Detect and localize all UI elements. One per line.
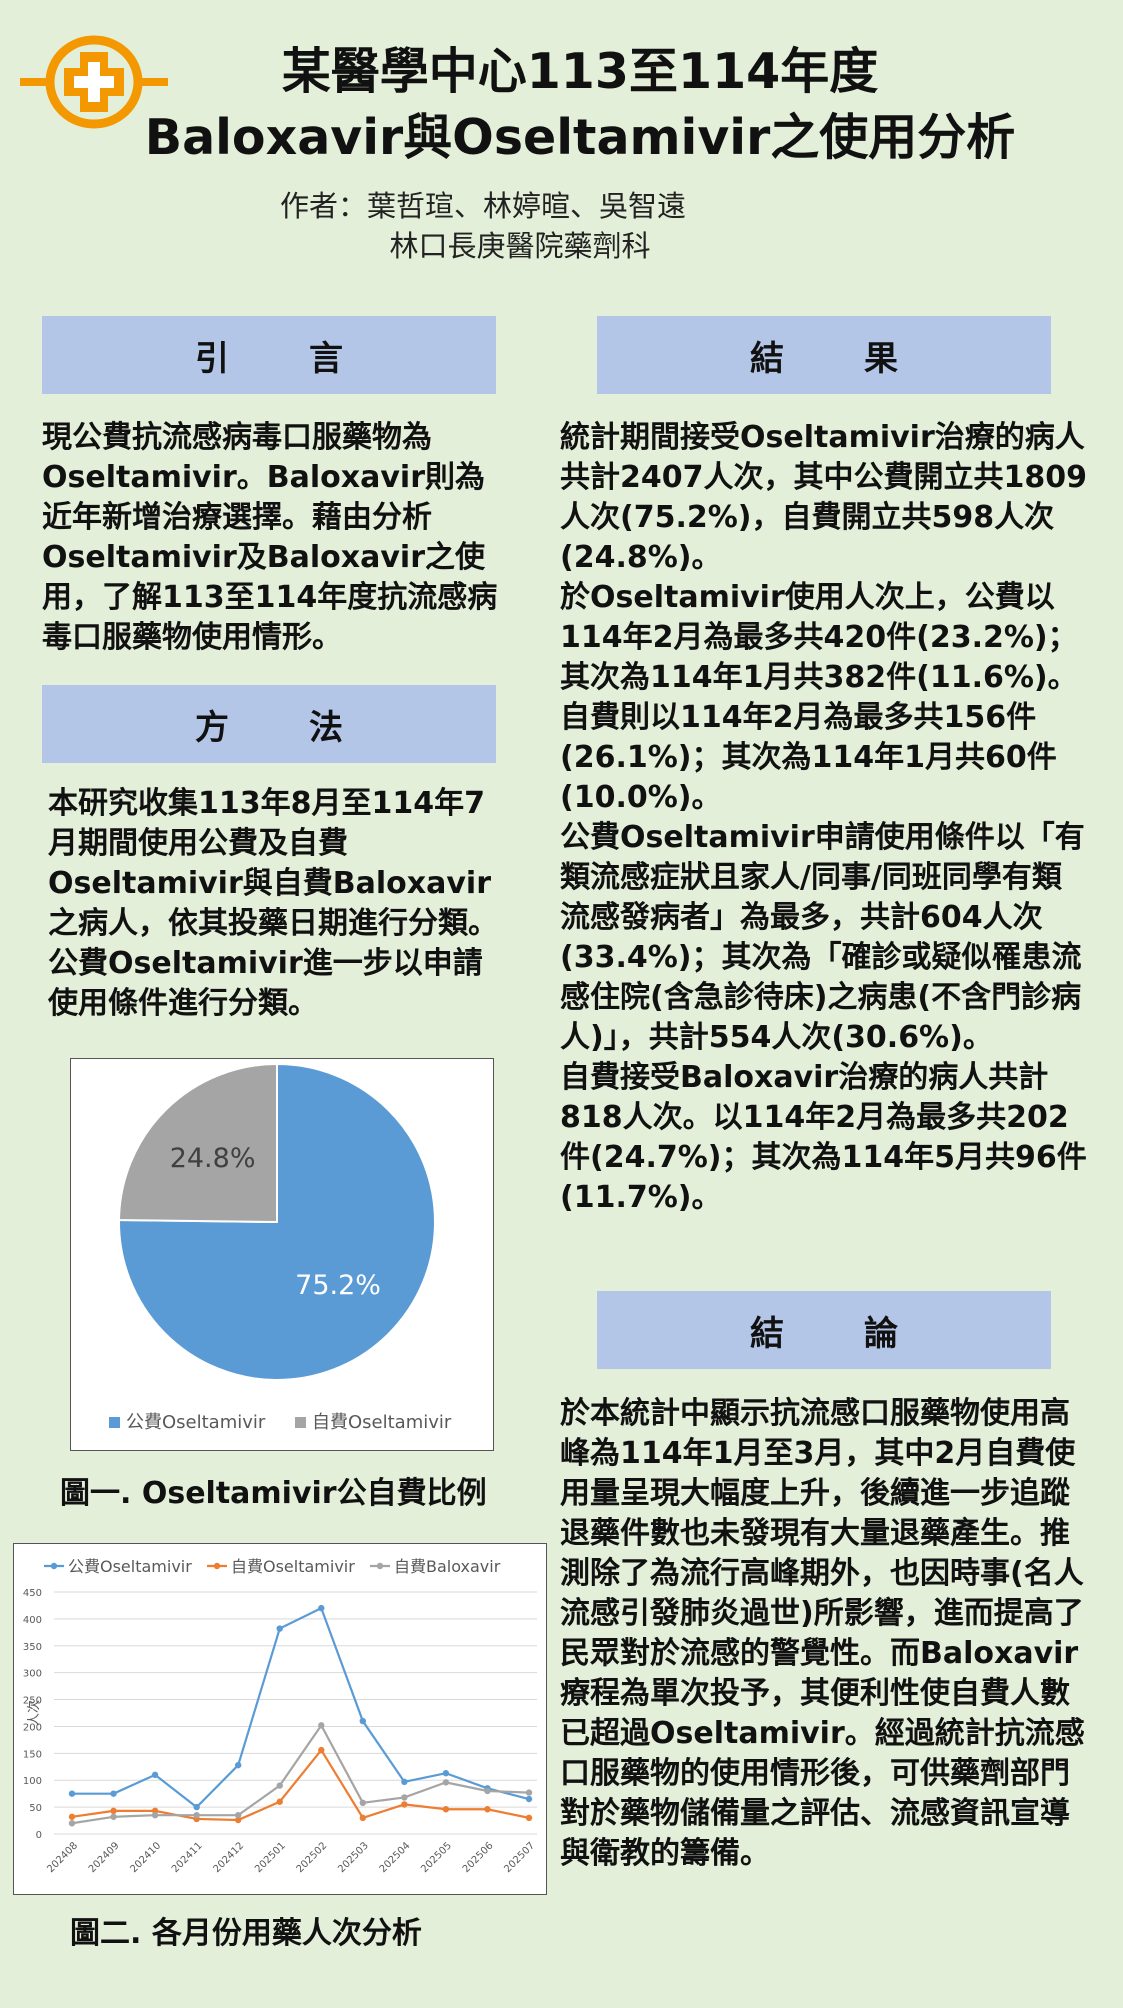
data-point [68,1790,76,1797]
figure2-caption: 圖二. 各月份用藥人次分析 [70,1916,422,1951]
x-tick-label: 202410 [128,1840,163,1875]
x-tick-label: 202412 [212,1840,247,1875]
intro-heading: 引言 [42,316,496,394]
data-point [151,1771,159,1779]
data-point [318,1746,325,1754]
x-tick-label: 202501 [253,1840,288,1875]
methods-text: 本研究收集113年8月至114年7月期間使用公費及自費Oseltamivir與自… [48,786,498,1021]
data-point [359,1717,367,1725]
data-point [276,1798,283,1805]
y-tick-label: 300 [23,1669,42,1680]
data-point [276,1625,283,1632]
legend-swatch [109,1417,120,1428]
x-tick-label: 202503 [336,1840,371,1875]
x-tick-label: 202507 [502,1840,537,1875]
series-line [71,1723,530,1825]
poster-title-line1: 某醫學中心113至114年度 [281,43,879,100]
series-line [71,1748,530,1822]
y-tick-label: 200 [23,1722,42,1733]
data-point [442,1770,450,1777]
data-point [318,1722,325,1729]
results-paragraph: 公費Oseltamivir申請使用條件以「有類流感症狀且家人/同事/同班同學有類… [560,820,1085,1055]
x-tick-label: 202409 [87,1840,122,1875]
pie-data-label: 75.2% [295,1270,381,1301]
legend-swatch [295,1417,306,1428]
data-point [276,1782,283,1789]
pie-chart-panel: 75.2% 24.8% 公費Oseltamivir 自費Oseltamivir [70,1058,494,1451]
y-tick-label: 0 [36,1830,42,1841]
y-axis-label: 人次 [26,1700,42,1726]
results-paragraph: 統計期間接受Oseltamivir治療的病人共計2407人次，其中公費開立共18… [560,420,1087,575]
y-tick-label: 250 [23,1696,42,1707]
legend-label: 自費Oseltamivir [312,1412,452,1433]
legend-marker [50,1562,58,1570]
hospital-cross-logo [20,35,168,129]
results-heading: 結果 [597,316,1051,394]
pie-data-label: 24.8% [170,1143,256,1174]
y-tick-label: 150 [23,1749,42,1760]
x-tick-label: 202408 [45,1840,80,1875]
y-tick-label: 100 [23,1776,42,1787]
data-point [68,1820,76,1827]
data-point [110,1813,117,1820]
legend-label: 自費Oseltamivir [231,1557,355,1576]
line-chart: 0 50 100 150 200 250 300 350 400 450 人次 202408 20240… [23,1557,537,1875]
data-point [234,1816,242,1824]
intro-text: 現公費抗流感病毒口服藥物為Oseltamivir。Baloxavir則為近年新增… [42,420,498,655]
y-tick-label: 50 [29,1803,42,1814]
data-point [525,1795,533,1803]
legend-label: 公費Oseltamivir [68,1557,192,1576]
data-point [525,1789,533,1796]
data-point [151,1811,159,1819]
data-point [110,1807,117,1815]
line-chart-panel: 0 50 100 150 200 250 300 350 400 450 人次 202408 20240… [13,1543,547,1895]
x-tick-label: 202506 [461,1840,496,1875]
data-point [525,1814,533,1822]
data-point [234,1761,242,1769]
data-point [359,1814,367,1822]
data-point [110,1790,117,1797]
legend-label: 自費Baloxavir [394,1557,501,1576]
legend-label: 公費Oseltamivir [126,1412,266,1433]
series-line [72,1606,530,1809]
conclusion-heading: 結論 [597,1291,1051,1369]
results-paragraph: 於Oseltamivir使用人次上，公費以114年2月為最多共420件(23.2… [560,580,1078,815]
data-point [484,1806,491,1813]
poster-title-line2: Baloxavir與Oseltamivir之使用分析 [144,109,1016,166]
legend-marker [376,1562,384,1570]
data-point [442,1779,450,1786]
results-paragraph: 自費接受Baloxavir治療的病人共計818人次。以114年2月為最多共202… [560,1060,1087,1215]
pie-chart: 75.2% 24.8% 公費Oseltamivir 自費Oseltamivir [109,1062,452,1433]
data-point [234,1811,242,1819]
x-tick-label: 202411 [170,1840,205,1875]
x-tick-label: 202502 [295,1840,330,1875]
results-text: 統計期間接受Oseltamivir治療的病人共計2407人次，其中公費開立共18… [560,418,1090,1218]
data-point [442,1806,450,1813]
data-point [318,1604,325,1612]
methods-heading: 方法 [42,685,496,763]
data-point [193,1803,200,1811]
conclusion-text: 於本統計中顯示抗流感口服藥物使用高峰為114年1月至3月，其中2月自費使用量呈現… [560,1396,1085,1871]
data-point [68,1813,76,1820]
data-point [401,1801,408,1808]
legend-marker [213,1562,221,1570]
data-point [193,1811,200,1819]
x-tick-label: 202505 [419,1840,454,1875]
y-tick-label: 400 [23,1615,42,1626]
figure1-caption: 圖一. Oseltamivir公自費比例 [60,1476,487,1511]
data-point [401,1778,408,1786]
y-tick-label: 450 [23,1588,42,1599]
data-point [484,1787,491,1795]
affiliation: 林口長庚醫院藥劑科 [389,229,651,263]
data-point [401,1794,408,1801]
y-tick-label: 350 [23,1642,42,1653]
authors: 作者：葉哲瑄、林婷暄、吳智遠 [280,189,687,223]
data-point [359,1799,367,1807]
pie-slice [117,1062,278,1224]
x-tick-label: 202504 [378,1840,413,1875]
